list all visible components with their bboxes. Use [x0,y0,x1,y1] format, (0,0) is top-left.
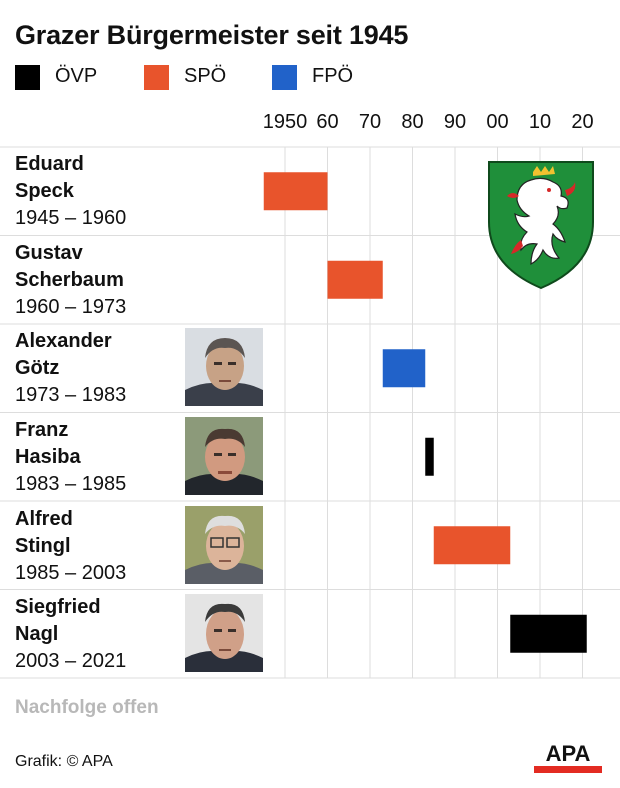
portrait-alfred-stingl [185,506,263,584]
legend-label-spoe: SPÖ [184,65,227,87]
row-2-last-name: Scherbaum [15,269,124,291]
timeline-bar [263,172,328,211]
legend-swatch-oevp [15,65,40,90]
row-2-first-name: Gustav [15,242,83,264]
portrait-alexander-goetz [185,328,263,406]
portrait-siegfried-nagl [185,594,263,672]
x-tick-label: 90 [444,111,466,133]
timeline-bar [510,614,587,653]
row-4-last-name: Hasiba [15,446,81,468]
x-tick-label: 10 [529,111,551,133]
chart-title: Grazer Bürgermeister seit 1945 [15,20,409,50]
timeline-chart: 1950 60 70 80 90 00 10 20 [0,111,620,679]
legend-label-oevp: ÖVP [55,65,98,87]
row-2-years: 1960 – 1973 [15,296,127,318]
row-6-last-name: Nagl [15,623,59,645]
row-5-years: 1985 – 2003 [15,562,127,584]
row-6-years: 2003 – 2021 [15,650,127,672]
x-tick-label: 1950 [263,111,308,133]
graphic-credit: Grafik: © APA [15,753,113,770]
legend-swatch-spoe [144,65,169,90]
timeline-bar [433,526,511,565]
row-3-last-name: Götz [15,357,60,379]
x-tick-label: 70 [359,111,381,133]
styria-coat-of-arms-icon [488,161,594,290]
apa-logo-icon: APA [534,741,602,773]
row-3-years: 1973 – 1983 [15,384,127,406]
legend-label-fpoe: FPÖ [312,65,354,87]
row-5-last-name: Stingl [15,535,71,557]
x-tick-label: 80 [401,111,423,133]
row-6-first-name: Siegfried [15,596,101,618]
portrait-franz-hasiba [185,417,263,495]
row-1-last-name: Speck [15,180,74,202]
x-tick-label: 60 [316,111,338,133]
row-1-first-name: Eduard [15,153,84,175]
timeline-bar [327,260,383,299]
legend-swatch-fpoe [272,65,297,90]
row-4-years: 1983 – 1985 [15,473,127,495]
timeline-bar [425,437,434,476]
x-tick-label: 00 [486,111,508,133]
row-5-first-name: Alfred [15,508,73,530]
x-tick-label: 20 [571,111,593,133]
apa-logo-text: APA [546,741,591,766]
row-4-first-name: Franz [15,419,69,441]
row-3-first-name: Alexander [15,330,112,352]
timeline-bar [382,349,426,388]
successor-note: Nachfolge offen [15,697,159,718]
row-1-years: 1945 – 1960 [15,207,127,229]
